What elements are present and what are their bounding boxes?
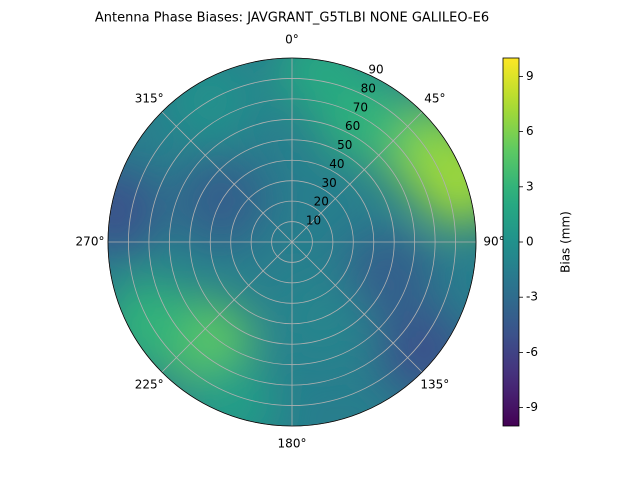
colorbar-tick-label: 0 [526, 235, 534, 249]
angular-grid-line [291, 111, 423, 243]
r-tick-label: 60 [345, 119, 360, 133]
theta-tick-label: 315° [135, 92, 164, 106]
theta-tick-label: 0° [285, 33, 299, 47]
colorbar-tick-label: 6 [526, 124, 534, 138]
chart-title: Antenna Phase Biases: JAVGRANT_G5TLBI NO… [95, 11, 489, 26]
r-tick-label: 20 [314, 195, 329, 209]
contour-blob [187, 360, 278, 426]
angular-grid-line [291, 241, 423, 373]
angular-grid-line [161, 241, 293, 373]
r-tick-label: 50 [337, 138, 352, 152]
colorbar-tick-label: -3 [526, 290, 538, 304]
contour-blob [416, 135, 476, 226]
r-tick-label: 90 [368, 63, 383, 77]
theta-tick-label: 270° [76, 235, 105, 249]
theta-tick-label: 225° [135, 377, 164, 391]
colorbar-tick-label: 9 [526, 69, 534, 83]
contour-blob [277, 58, 368, 116]
colorbar-tick-label: -6 [526, 345, 538, 359]
theta-tick-label: 180° [278, 437, 307, 451]
colorbar-label: Bias (mm) [559, 211, 573, 273]
r-tick-label: 80 [361, 81, 376, 95]
angular-grid-line [161, 111, 293, 243]
theta-tick-label: 45° [424, 92, 445, 106]
theta-tick-label: 90° [483, 235, 504, 249]
colorbar-tick-label: -9 [526, 400, 538, 414]
r-tick-label: 70 [353, 100, 368, 114]
theta-tick-label: 135° [420, 377, 449, 391]
colorbar [502, 57, 520, 427]
r-tick-label: 30 [321, 176, 336, 190]
colorbar-tick-label: 3 [526, 179, 534, 193]
polar-frame [107, 57, 477, 427]
r-tick-label: 40 [329, 157, 344, 171]
r-tick-label: 10 [306, 214, 321, 228]
